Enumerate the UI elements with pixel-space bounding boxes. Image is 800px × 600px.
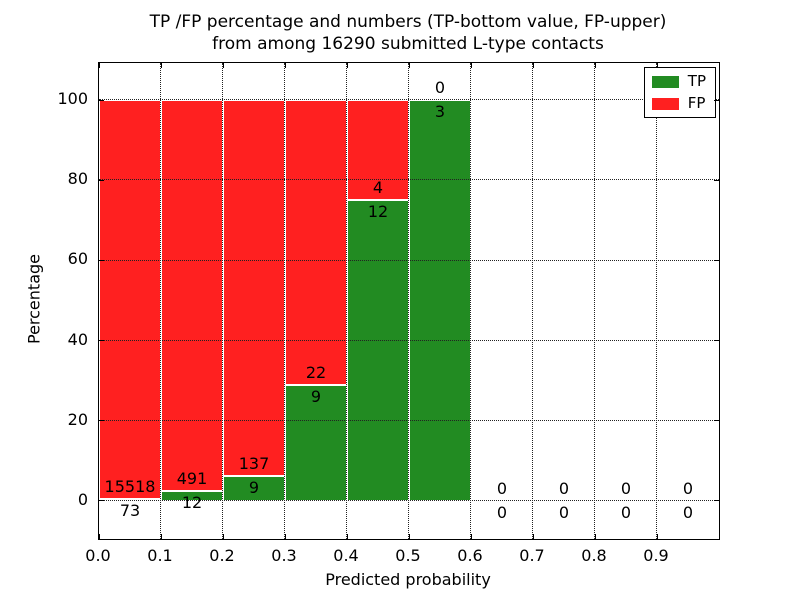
bar-fp [99,100,161,500]
y-tick-left [99,420,104,422]
bar-fp [161,100,223,492]
x-tick-top [408,63,410,68]
chart-title-line1: TP /FP percentage and numbers (TP-bottom… [149,12,667,32]
x-tick-top [98,63,100,68]
gridline-vertical [594,63,596,539]
x-tick-top [284,63,286,68]
x-tick-top [222,63,224,68]
legend-row: FP [651,94,706,112]
x-tick-label: 0.7 [519,546,545,565]
y-tick-label: 80 [67,169,88,189]
x-tick-top [656,63,658,68]
gridline-vertical [160,63,162,539]
x-tick-bottom [98,534,100,539]
gridline-vertical [284,63,286,539]
legend-swatch-fp [651,97,679,110]
x-tick-top [346,63,348,68]
tp-count-label: 0 [558,502,570,522]
bar-fp [285,100,347,385]
x-tick-label: 0.8 [581,546,607,565]
plot-area: TP FP 15518 73 491 12 137 9 22 9 4 12 0 3 0 0 0 0 0 0 0 0 [98,62,720,540]
x-tick-label: 0.4 [333,546,359,565]
x-tick-label: 0.6 [457,546,483,565]
bar-tp [347,200,409,501]
gridline-vertical [532,63,534,539]
legend-row: TP [651,72,706,90]
y-tick-right [714,179,719,181]
bar-fp [223,100,285,477]
fp-count-label: 0 [682,478,694,498]
gridline-vertical [408,63,410,539]
x-tick-top [470,63,472,68]
x-tick-bottom [470,534,472,539]
tp-count-label: 3 [434,102,446,122]
y-tick-left [99,99,104,101]
y-tick-label: 20 [67,409,88,429]
x-tick-label: 0.5 [395,546,421,565]
fp-count-label: 0 [496,478,508,498]
y-tick-right [714,340,719,342]
fp-count-label: 0 [620,478,632,498]
y-tick-left [99,259,104,261]
x-tick-bottom [160,534,162,539]
legend-swatch-tp [651,75,679,88]
x-tick-bottom [594,534,596,539]
x-tick-bottom [222,534,224,539]
x-tick-top [160,63,162,68]
fp-count-label: 22 [305,362,327,382]
tp-count-label: 0 [682,502,694,522]
gridline-vertical [346,63,348,539]
tp-count-label: 9 [248,478,260,498]
x-tick-label: 0.0 [85,546,111,565]
y-tick-right [714,99,719,101]
gridline-vertical [656,63,658,539]
tp-count-label: 0 [620,502,632,522]
x-axis-label: Predicted probability [325,570,491,589]
legend-label-fp: FP [687,94,706,112]
y-tick-label: 60 [67,249,88,269]
fp-count-label: 491 [176,469,208,489]
y-tick-left [99,500,104,502]
gridline-vertical [470,63,472,539]
x-tick-label: 0.9 [643,546,669,565]
x-tick-bottom [532,534,534,539]
y-tick-label: 40 [67,329,88,349]
tp-count-label: 12 [367,202,389,222]
fp-count-label: 137 [238,454,270,474]
y-tick-right [714,420,719,422]
fp-count-label: 4 [372,178,384,198]
x-tick-top [594,63,596,68]
tp-count-label: 9 [310,386,322,406]
y-tick-left [99,179,104,181]
bar-tp [223,476,285,501]
y-tick-label: 0 [77,489,88,509]
x-tick-label: 0.3 [271,546,297,565]
x-tick-bottom [346,534,348,539]
y-tick-label: 100 [57,89,88,109]
x-tick-top [532,63,534,68]
y-tick-right [714,500,719,502]
bar-tp [409,100,471,501]
tp-count-label: 12 [181,493,203,513]
y-tick-left [99,340,104,342]
tp-count-label: 0 [496,502,508,522]
y-tick-right [714,259,719,261]
x-tick-bottom [284,534,286,539]
x-tick-label: 0.1 [147,546,173,565]
chart-title-line2: from among 16290 submitted L-type contac… [212,34,604,54]
fp-count-label: 0 [434,78,446,98]
fp-count-label: 15518 [104,477,156,497]
x-tick-bottom [408,534,410,539]
x-tick-label: 0.2 [209,546,235,565]
legend: TP FP [643,67,716,118]
x-tick-bottom [656,534,658,539]
fp-count-label: 0 [558,478,570,498]
tp-count-label: 73 [119,501,141,521]
legend-label-tp: TP [687,72,706,90]
gridline-vertical [222,63,224,539]
